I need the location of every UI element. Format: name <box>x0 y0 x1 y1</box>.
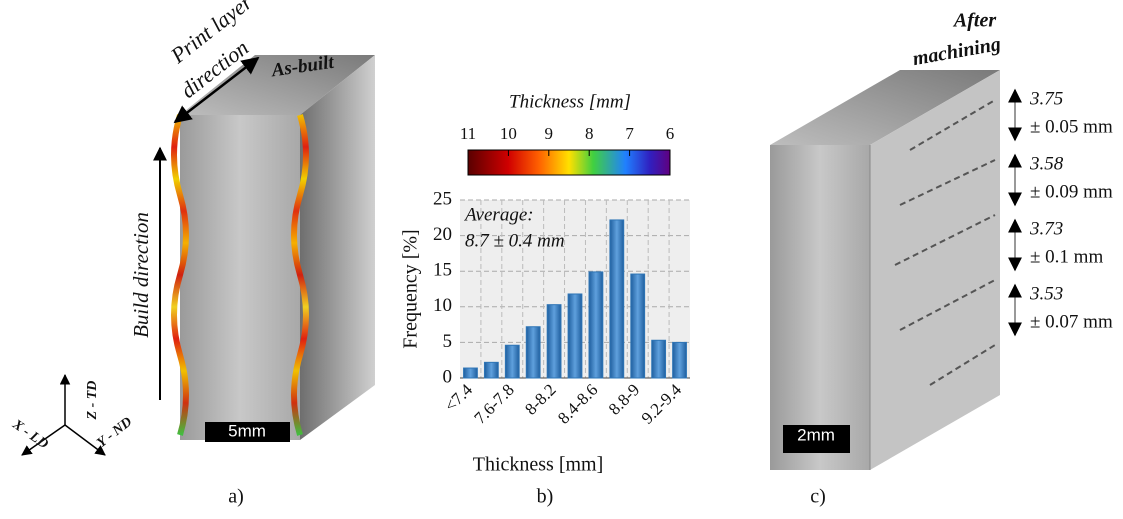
layer-thickness-value: 3.73 <box>1029 218 1063 239</box>
bar <box>630 273 646 379</box>
colorbar-ticks: 11 10 9 8 7 6 <box>460 124 674 156</box>
layer-thickness-value: 3.75 <box>1029 88 1063 109</box>
after-machining-label: machining <box>911 33 1002 70</box>
layer-thickness-value: 3.58 <box>1029 153 1064 174</box>
bar <box>483 361 499 379</box>
annotation: 8.7 ± 0.4 mm <box>465 230 565 251</box>
machined-specimen <box>770 70 1022 470</box>
layer-thickness-error: ± 0.07 mm <box>1030 311 1113 332</box>
bar <box>463 367 478 379</box>
colorbar-tick-label: 8 <box>585 124 594 143</box>
axis-label: X - LD <box>9 417 51 453</box>
colorbar-tick-label: 9 <box>545 124 554 143</box>
axis-label: Z - TD <box>85 381 100 421</box>
colorbar-tick-label: 10 <box>500 124 517 143</box>
bar <box>672 341 687 379</box>
bar <box>546 304 562 379</box>
colorbar-tick-label: 11 <box>460 124 476 143</box>
layer-thickness-value: 3.53 <box>1029 283 1063 304</box>
colorbar-tick-label: 6 <box>666 124 675 143</box>
panel-label: c) <box>810 486 826 508</box>
scale-bar-label: 5mm <box>228 421 266 440</box>
layer-thickness-error: ± 0.09 mm <box>1030 181 1113 202</box>
x-axis-title: Thickness [mm] <box>473 454 604 476</box>
y-tick-label: 25 <box>433 188 452 209</box>
x-tick-label: 8.4-8.6 <box>554 380 601 427</box>
y-axis-title: Frequency [%] <box>400 229 422 348</box>
build-direction-label: Build direction <box>129 212 153 338</box>
bar <box>567 293 583 379</box>
as-built-specimen <box>21 55 375 456</box>
annotation: Average: <box>463 204 534 225</box>
after-machining-label: After <box>952 10 996 32</box>
y-tick-label: 0 <box>443 366 453 387</box>
bar <box>588 271 604 379</box>
y-tick-label: 20 <box>433 224 452 245</box>
scale-bar-label: 2mm <box>797 425 835 444</box>
panel-label: a) <box>228 486 244 508</box>
x-tick-label: 8-8.2 <box>521 380 559 418</box>
layer-thickness: 3.75 ± 0.05 mm 3.58 ± 0.09 mm 3.73 ± 0.1 mm 3.… <box>1029 88 1113 332</box>
bar <box>504 344 520 379</box>
bar <box>609 219 625 379</box>
colorbar-tick-label: 7 <box>625 124 634 143</box>
y-tick-label: 5 <box>443 331 453 352</box>
axis-label: Y - ND <box>94 415 135 451</box>
layer-thickness-error: ± 0.05 mm <box>1030 116 1113 137</box>
x-tick-label: 9.2-9.4 <box>638 380 686 428</box>
layer-thickness-error: ± 0.1 mm <box>1030 246 1103 267</box>
bar <box>651 339 667 379</box>
colorbar-title: Thickness [mm] <box>509 91 631 112</box>
y-tick-label: 10 <box>433 295 452 316</box>
x-tick-label: 7.6-7.8 <box>470 380 517 427</box>
bar <box>525 326 541 379</box>
y-tick-label: 15 <box>433 260 452 281</box>
panel-label: b) <box>537 486 554 508</box>
colorbar <box>467 149 671 176</box>
x-tick-label: 8.8-9 <box>605 380 643 418</box>
